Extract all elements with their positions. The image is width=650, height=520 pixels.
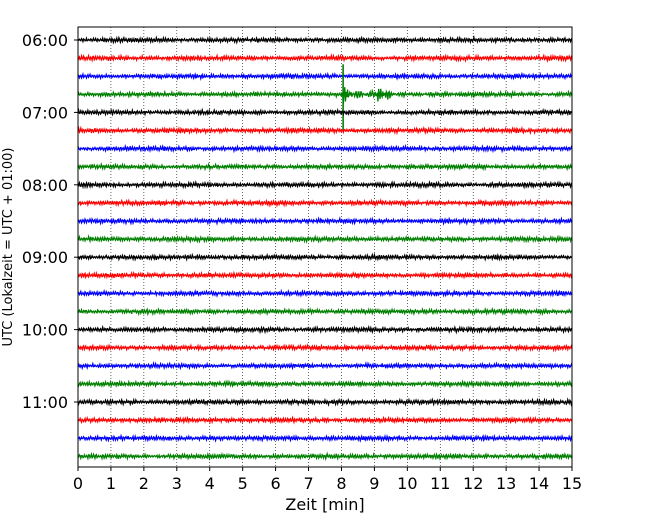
x-axis-label: Zeit [min] — [285, 495, 364, 514]
seismic-trace — [77, 87, 573, 104]
x-tick-label: 14 — [529, 474, 549, 493]
x-tick-label: 2 — [139, 474, 149, 493]
x-tick-label: 3 — [172, 474, 182, 493]
seismic-trace — [77, 324, 573, 335]
seismic-trace — [77, 198, 573, 208]
y-tick-label: 07:00 — [22, 103, 68, 122]
x-tick-label: 0 — [73, 474, 83, 493]
y-tick-label: 08:00 — [22, 176, 68, 195]
plot-frame — [77, 26, 573, 468]
y-tick-label: 09:00 — [22, 248, 68, 267]
x-tick-label: 4 — [205, 474, 215, 493]
x-tick-label: 13 — [496, 474, 516, 493]
seismic-trace — [77, 53, 573, 64]
x-tick-label: 11 — [430, 474, 450, 493]
seismic-trace — [77, 143, 573, 154]
grid — [110, 27, 540, 467]
seismic-trace — [77, 360, 573, 371]
seismic-trace — [77, 379, 573, 389]
seismic-trace — [77, 415, 573, 425]
y-axis-label: UTC (Lokalzeit = UTC + 01:00) — [1, 148, 16, 347]
seismic-trace — [77, 34, 573, 45]
seismic-trace — [77, 107, 573, 117]
seismic-trace — [77, 179, 573, 190]
x-tick-label: 9 — [369, 474, 379, 493]
x-axis-ticks: 0 1 2 3 4 5 6 7 8 9 10 11 12 13 14 15 — [73, 467, 582, 493]
plot-area — [78, 27, 572, 467]
seismic-trace — [77, 234, 573, 244]
seismic-trace — [77, 125, 573, 136]
traces — [77, 34, 573, 462]
seismic-trace — [77, 288, 573, 298]
seismic-trace — [77, 162, 573, 172]
y-tick-label: 11:00 — [22, 393, 68, 412]
x-tick-label: 15 — [562, 474, 582, 493]
x-tick-label: 8 — [336, 474, 346, 493]
x-tick-label: 5 — [238, 474, 248, 493]
x-tick-label: 12 — [463, 474, 483, 493]
seismic-trace — [77, 451, 573, 462]
seismic-trace — [77, 342, 573, 353]
seismic-trace — [77, 270, 573, 280]
y-axis-ticks: 06:00 07:00 08:00 09:00 10:00 11:00 — [22, 31, 78, 412]
x-tick-label: 1 — [106, 474, 116, 493]
seismic-trace — [77, 433, 573, 443]
x-tick-label: 6 — [271, 474, 281, 493]
seismic-trace — [77, 306, 573, 317]
y-tick-label: 06:00 — [22, 31, 68, 50]
y-tick-label: 10:00 — [22, 321, 68, 340]
seismic-trace — [77, 71, 573, 82]
seismic-trace — [77, 252, 573, 262]
x-tick-label: 7 — [303, 474, 313, 493]
x-tick-label: 10 — [397, 474, 417, 493]
seismic-trace — [77, 216, 573, 226]
seismic-trace — [77, 397, 573, 408]
